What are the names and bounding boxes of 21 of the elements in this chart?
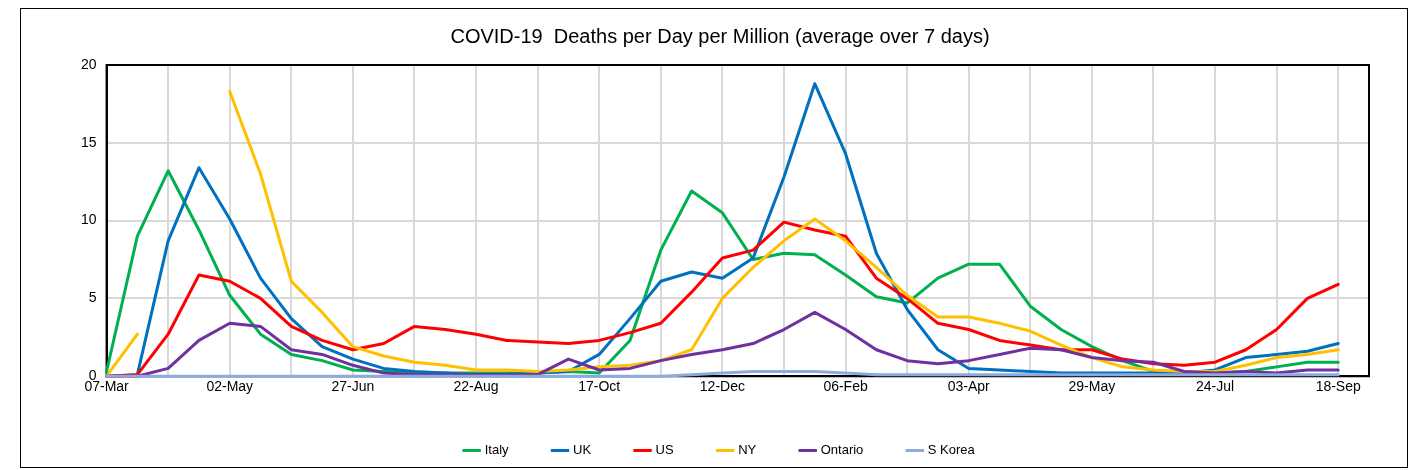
legend-label: Italy [484, 442, 510, 458]
y-tick-label: 15 [80, 133, 97, 150]
x-tick-label: 03-Apr [947, 378, 991, 395]
x-tick-label: 18-Sep [1315, 378, 1361, 395]
legend-label: NY [738, 442, 757, 458]
x-tick-label: 22-Aug [453, 378, 499, 395]
x-tick-label: 12-Dec [699, 378, 745, 395]
legend-label: Ontario [820, 442, 864, 458]
x-tick-label: 06-Feb [823, 378, 868, 395]
x-tick-label: 27-Jun [331, 378, 375, 395]
x-tick-label: 02-May [206, 378, 254, 395]
chart-title: COVID-19 Deaths per Day per Million (average over 7 days) [450, 24, 990, 47]
y-tick-label: 20 [80, 55, 97, 72]
legend-label: US [655, 442, 674, 458]
x-tick-label: 24-Jul [1195, 378, 1235, 395]
legend-label: S Korea [927, 442, 976, 458]
legend-label: UK [573, 442, 592, 458]
x-tick-label: 29-May [1068, 378, 1116, 395]
x-tick-label: 17-Oct [578, 378, 621, 395]
y-tick-label: 5 [88, 289, 97, 306]
y-tick-label: 10 [80, 211, 97, 228]
